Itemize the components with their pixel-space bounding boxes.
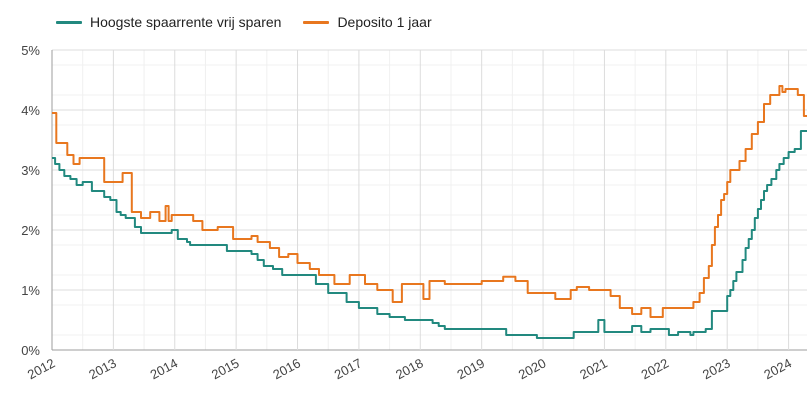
x-tick-label: 2021: [577, 355, 610, 382]
x-tick-label: 2012: [25, 355, 58, 382]
legend-label-deposito: Deposito 1 jaar: [337, 14, 432, 30]
x-tick-label: 2019: [455, 355, 488, 382]
x-tick-label: 2016: [270, 355, 303, 382]
x-tick-label: 2018: [393, 355, 426, 382]
y-tick-label: 3%: [21, 163, 40, 178]
y-tick-label: 0%: [21, 343, 40, 358]
legend-label-spaarrente: Hoogste spaarrente vrij sparen: [90, 14, 282, 30]
y-tick-label: 4%: [21, 103, 40, 118]
legend-swatch-spaarrente: [56, 20, 82, 24]
x-tick-label: 2022: [639, 355, 672, 382]
legend-item-spaarrente[interactable]: Hoogste spaarrente vrij sparen: [56, 14, 281, 30]
x-tick-label: 2014: [148, 355, 181, 382]
x-tick-label: 2020: [516, 355, 549, 382]
x-tick-label: 2024: [761, 355, 794, 382]
y-tick-label: 5%: [21, 43, 40, 58]
y-tick-label: 1%: [21, 283, 40, 298]
x-tick-label: 2015: [209, 355, 242, 382]
legend: Hoogste spaarrente vrij sparen Deposito …: [56, 14, 432, 30]
x-tick-label: 2013: [86, 355, 119, 382]
x-tick-label: 2017: [332, 355, 365, 382]
y-tick-label: 2%: [21, 223, 40, 238]
series-line-deposito: [52, 85, 807, 318]
legend-swatch-deposito: [303, 20, 330, 24]
series-line-spaarrente: [52, 130, 807, 339]
x-tick-label: 2023: [700, 355, 733, 382]
legend-item-deposito[interactable]: Deposito 1 jaar: [303, 14, 432, 30]
